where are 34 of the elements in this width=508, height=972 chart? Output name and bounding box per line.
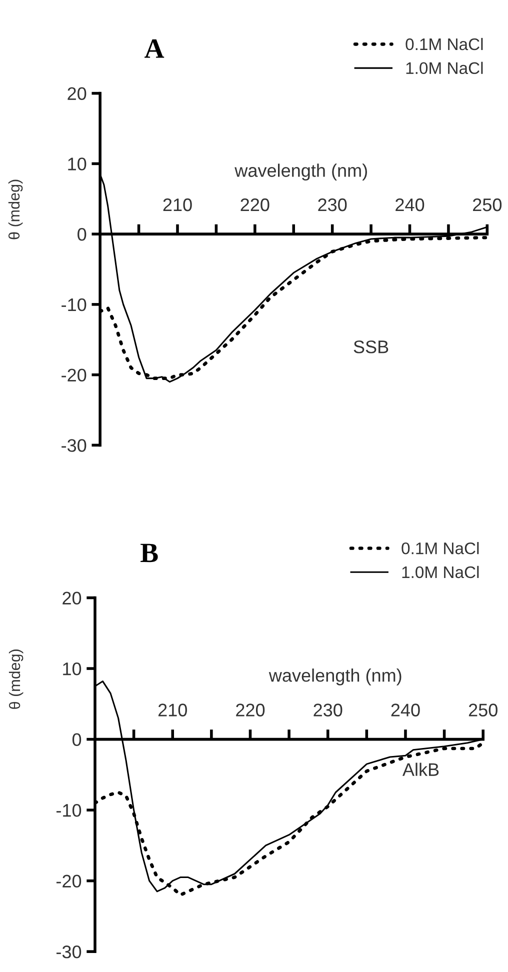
y-tick-label: -30	[62, 439, 86, 452]
x-axis-title: wavelength (nm)	[268, 668, 402, 686]
legend-label: 0.1M NaCl	[406, 38, 483, 50]
y-tick-label: -10	[62, 298, 86, 312]
y-tick-label: -20	[62, 368, 86, 382]
x-tick-label: 250	[468, 704, 498, 716]
x-axis-title: wavelength (nm)	[234, 164, 367, 181]
x-tick-label: 220	[240, 198, 270, 212]
y-axis-title: θ (mdeg)	[8, 180, 23, 240]
y-axis-title: θ (mdeg)	[8, 650, 24, 709]
y-tick-label: 0	[78, 228, 86, 241]
legend-label: 1.0M NaCl	[406, 62, 483, 74]
y-tick-label: -20	[56, 874, 82, 888]
annotation: SSB	[354, 340, 388, 354]
y-tick-label: 20	[62, 592, 82, 604]
x-tick-label: 210	[163, 198, 192, 212]
y-tick-label: -30	[56, 946, 82, 958]
x-tick-label: 240	[396, 198, 424, 212]
y-tick-label: 0	[72, 733, 82, 746]
y-tick-label: 20	[68, 87, 86, 100]
x-tick-label: 210	[158, 704, 187, 716]
y-tick-label: 10	[68, 158, 86, 170]
x-tick-label: 250	[473, 198, 502, 212]
x-tick-label: 240	[391, 704, 420, 716]
legend-label: 1.0M NaCl	[402, 566, 479, 578]
y-tick-label: -10	[56, 804, 82, 817]
annotation: AlkB	[402, 762, 439, 776]
chart-title: A	[144, 39, 164, 58]
x-tick-label: 230	[318, 198, 347, 212]
x-tick-label: 220	[236, 704, 265, 716]
y-tick-label: 10	[63, 662, 82, 676]
chart-title: B	[140, 544, 158, 562]
legend-label: 0.1M NaCl	[402, 542, 479, 554]
x-tick-label: 230	[314, 704, 342, 716]
